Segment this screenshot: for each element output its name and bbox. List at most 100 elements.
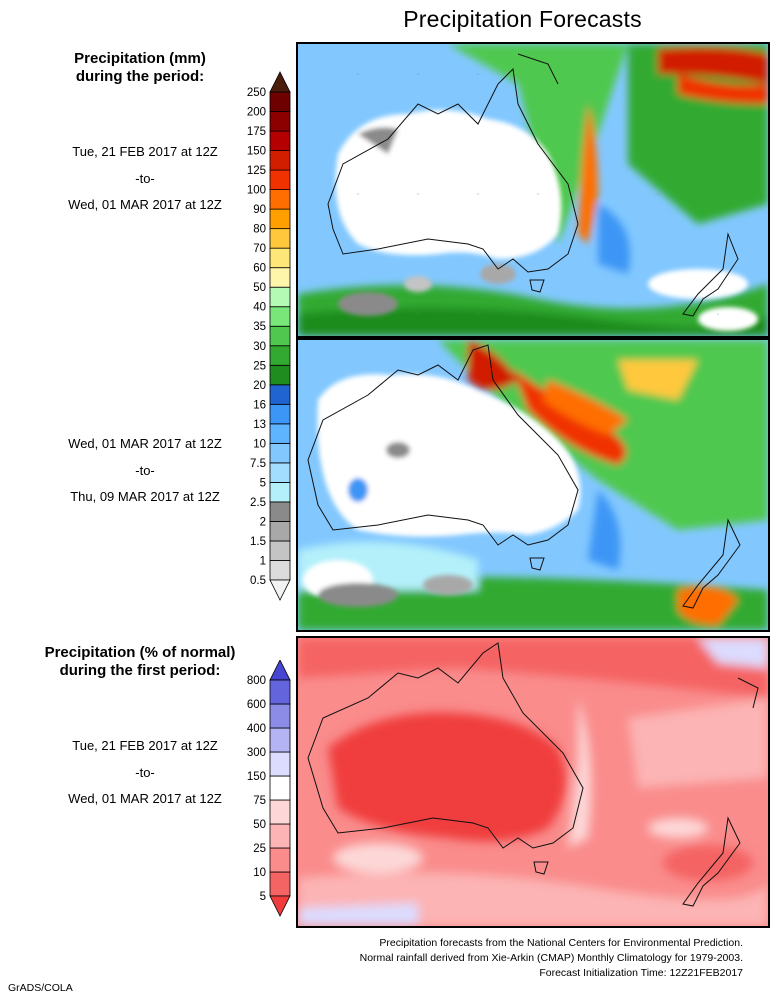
colorbar-tick-label: 10 <box>253 438 266 450</box>
colorbar-tick-label: 30 <box>253 341 266 353</box>
colorbar-tick-label: 800 <box>247 675 266 687</box>
colorbar-tick-label: 10 <box>253 867 266 879</box>
colorbar-swatch <box>269 345 291 366</box>
colorbar-swatch <box>269 286 291 308</box>
colorbar-tick-label: 60 <box>253 263 266 275</box>
colorbar-tick-label: 35 <box>253 321 266 333</box>
footer-notes: Precipitation forecasts from the Nationa… <box>300 936 743 981</box>
colorbar-swatch <box>269 462 291 483</box>
colorbar-swatch <box>269 169 291 191</box>
colorbar-swatch <box>269 325 291 347</box>
precip-mm-colorbar: 0.5 1 1.5 2 2.5 5 7.5 10 13 16 20 25 30 35 40 50 60 70 80 9… <box>247 71 291 601</box>
colorbar-swatch <box>269 799 291 825</box>
colorbar-tick-label: 25 <box>253 843 266 855</box>
colorbar-swatch <box>269 150 291 171</box>
colorbar-tick-label: 70 <box>253 243 266 255</box>
colorbar-swatch <box>269 384 291 405</box>
percent-normal-title-line2: during the first period: <box>59 662 221 679</box>
colorbar-tick-label: 300 <box>247 747 266 759</box>
colorbar-tick-label: 50 <box>253 819 266 831</box>
colorbar-swatch <box>269 823 291 849</box>
colorbar-tick-label: 5 <box>260 891 266 903</box>
colorbar-tick-label: 80 <box>253 224 266 236</box>
colorbar-swatch <box>269 189 291 210</box>
period-2-label: Wed, 01 MAR 2017 at 12Z -to- Thu, 09 MAR… <box>30 436 260 504</box>
colorbar-tick-label: 125 <box>247 165 266 177</box>
colorbar-top-arrow <box>269 71 291 93</box>
colorbar-swatch <box>269 751 291 777</box>
colorbar-swatch <box>269 111 291 132</box>
colorbar-swatch <box>269 423 291 444</box>
period-1-sep: -to- <box>135 171 155 186</box>
colorbar-swatch <box>269 871 291 897</box>
colorbar-swatch <box>269 228 291 249</box>
period-3-label: Tue, 21 FEB 2017 at 12Z -to- Wed, 01 MAR… <box>30 738 260 806</box>
map-panel-period-2 <box>296 338 770 632</box>
grads-credit: GrADS/COLA <box>8 982 73 994</box>
colorbar-tick-label: 200 <box>247 107 266 119</box>
period-1-end: Wed, 01 MAR 2017 at 12Z <box>68 197 222 212</box>
percent-normal-title: Precipitation (% of normal) during the f… <box>20 644 260 680</box>
colorbar-swatch <box>269 208 291 230</box>
colorbar-swatch <box>269 364 291 386</box>
colorbar-tick-label: 150 <box>247 146 266 158</box>
percent-normal-colorbar: 5 10 25 50 75 150 300 400 600 800 <box>247 660 291 917</box>
colorbar-swatch <box>269 306 291 327</box>
colorbar-tick-label: 2 <box>260 516 266 528</box>
colorbar-tick-label: 50 <box>253 282 266 294</box>
footer-line-2: Normal rainfall derived from Xie-Arkin (… <box>359 952 743 964</box>
colorbar-swatch <box>269 481 291 503</box>
colorbar-tick-label: 90 <box>253 204 266 216</box>
colorbar-swatch <box>269 540 291 561</box>
period-3-end: Wed, 01 MAR 2017 at 12Z <box>68 791 222 806</box>
colorbar-swatch <box>269 403 291 425</box>
colorbar-tick-label: 13 <box>253 419 266 431</box>
precip-map-2 <box>298 340 768 630</box>
colorbar-tick-label: 175 <box>247 126 266 138</box>
colorbar-bottom-arrow <box>269 895 291 917</box>
colorbar-tick-label: 20 <box>253 380 266 392</box>
colorbar-swatch <box>269 703 291 729</box>
map-panel-percent-normal <box>296 636 770 928</box>
period-3-sep: -to- <box>135 765 155 780</box>
colorbar-swatch <box>269 521 291 542</box>
precip-mm-title: Precipitation (mm) during the period: <box>20 50 260 86</box>
colorbar-swatch <box>269 775 291 801</box>
colorbar-tick-label: 1.5 <box>250 536 266 548</box>
colorbar-tick-label: 5 <box>260 477 266 489</box>
colorbar-tick-label: 150 <box>247 771 266 783</box>
colorbar-swatch <box>269 560 291 581</box>
colorbar-swatch <box>269 91 291 112</box>
colorbar-tick-label: 600 <box>247 699 266 711</box>
colorbar-swatch <box>269 727 291 753</box>
precip-mm-title-line1: Precipitation (mm) <box>74 50 206 67</box>
colorbar-swatch <box>269 267 291 288</box>
colorbar-swatch <box>269 442 291 464</box>
colorbar-tick-label: 25 <box>253 360 266 372</box>
colorbar-swatch <box>269 679 291 705</box>
percent-normal-map <box>298 638 768 926</box>
colorbar-tick-label: 100 <box>247 185 266 197</box>
colorbar-swatch <box>269 501 291 522</box>
colorbar-tick-label: 75 <box>253 795 266 807</box>
percent-normal-title-line1: Precipitation (% of normal) <box>44 644 236 661</box>
colorbar-swatch <box>269 247 291 269</box>
precip-mm-title-line2: during the period: <box>75 68 205 85</box>
colorbar-tick-label: 16 <box>253 399 266 411</box>
footer-line-1: Precipitation forecasts from the Nationa… <box>379 937 743 949</box>
colorbar-swatch <box>269 130 291 151</box>
colorbar-top-arrow <box>269 660 291 681</box>
page-title: Precipitation Forecasts <box>403 6 642 32</box>
colorbar-tick-label: 400 <box>247 723 266 735</box>
footer-line-3: Forecast Initialization Time: 12Z21FEB20… <box>539 967 743 979</box>
period-1-start: Tue, 21 FEB 2017 at 12Z <box>72 144 218 159</box>
period-3-start: Tue, 21 FEB 2017 at 12Z <box>72 738 218 753</box>
colorbar-bottom-arrow <box>269 579 291 601</box>
colorbar-tick-label: 40 <box>253 302 266 314</box>
period-2-sep: -to- <box>135 463 155 478</box>
period-2-start: Wed, 01 MAR 2017 at 12Z <box>68 436 222 451</box>
precip-map-1 <box>298 44 768 336</box>
colorbar-tick-label: 1 <box>260 555 266 567</box>
colorbar-tick-label: 250 <box>247 87 266 99</box>
colorbar-tick-label: 7.5 <box>250 458 266 470</box>
